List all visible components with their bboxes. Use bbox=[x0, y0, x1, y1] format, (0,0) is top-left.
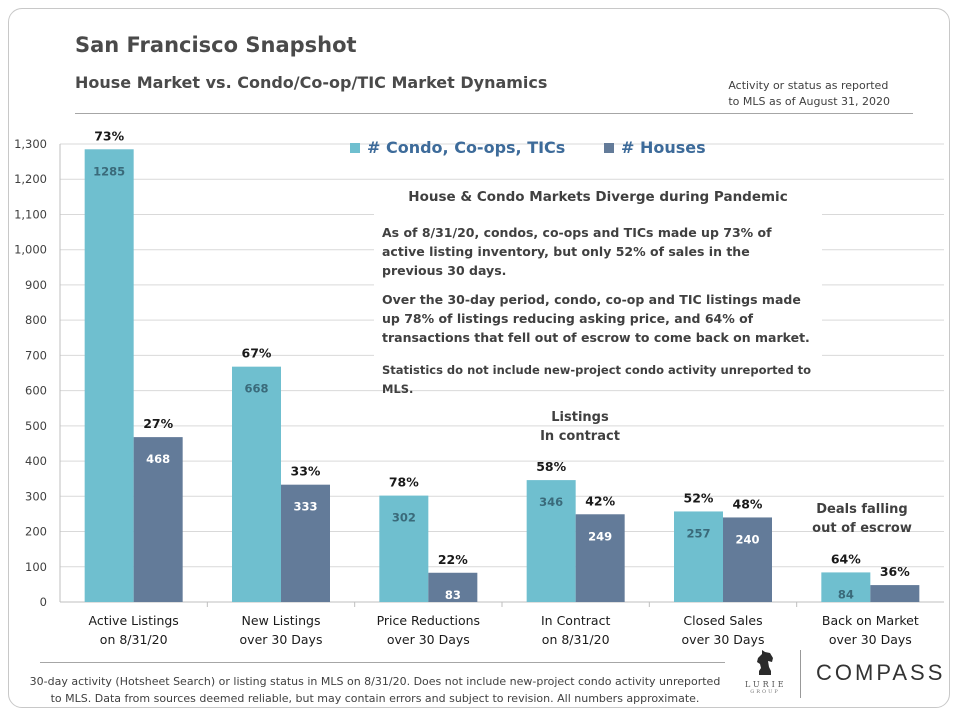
annotation-in-contract: Listings In contract bbox=[520, 408, 640, 446]
pct-label-condo: 52% bbox=[684, 490, 714, 505]
legend-houses-label: # Houses bbox=[621, 138, 706, 157]
info-box-paragraph-2: Over the 30-day period, condo, co-op and… bbox=[382, 292, 810, 345]
x-category-label: over 30 Days bbox=[387, 632, 470, 647]
bar-houses bbox=[428, 572, 478, 602]
bar-value-label-houses: 83 bbox=[445, 588, 461, 602]
x-category-label: over 30 Days bbox=[240, 632, 323, 647]
page-subtitle: House Market vs. Condo/Co-op/TIC Market … bbox=[75, 73, 548, 92]
bar-value-label-houses: 333 bbox=[293, 500, 317, 514]
knight-icon bbox=[757, 650, 773, 675]
footer-note-line-2: to MLS. Data from sources deemed reliabl… bbox=[50, 692, 700, 705]
lurie-wordmark: LURIE bbox=[745, 680, 787, 689]
x-category-label: Price Reductions bbox=[377, 613, 480, 628]
y-tick-label: 200 bbox=[25, 525, 47, 539]
bar-condo bbox=[674, 511, 723, 602]
pct-label-houses: 27% bbox=[143, 416, 173, 431]
bar-houses bbox=[870, 585, 920, 602]
x-category-label: Closed Sales bbox=[683, 613, 762, 628]
y-tick-label: 700 bbox=[25, 348, 47, 362]
bar-value-label-condo: 302 bbox=[392, 511, 416, 525]
y-tick-label: 400 bbox=[25, 454, 47, 468]
compass-logo: COMPASS bbox=[816, 660, 946, 685]
bar-condo bbox=[526, 480, 576, 602]
info-box: House & Condo Markets Diverge during Pan… bbox=[374, 180, 822, 396]
annotation-escrow-line-2: out of escrow bbox=[812, 521, 912, 536]
y-tick-label: 300 bbox=[25, 489, 47, 503]
header-divider bbox=[75, 113, 913, 114]
x-category-label: New Listings bbox=[242, 613, 321, 628]
info-box-title: House & Condo Markets Diverge during Pan… bbox=[408, 189, 788, 205]
pct-label-houses: 22% bbox=[438, 552, 468, 567]
footer-note-line-1: 30-day activity (Hotsheet Search) or lis… bbox=[29, 675, 721, 688]
y-tick-label: 1,200 bbox=[14, 172, 47, 186]
legend-condo-swatch bbox=[350, 142, 360, 153]
logo-divider bbox=[800, 650, 801, 698]
y-tick-label: 1,100 bbox=[14, 207, 47, 221]
bar-condo bbox=[232, 366, 281, 602]
legend-condo-label: # Condo, Co-ops, TICs bbox=[367, 138, 566, 157]
bar-value-label-houses: 249 bbox=[588, 529, 612, 543]
bar-houses bbox=[723, 517, 772, 602]
bar-value-label-houses: 48 bbox=[887, 600, 903, 614]
footer-divider bbox=[40, 662, 725, 663]
bar-condo bbox=[379, 495, 429, 602]
bar-condo bbox=[821, 572, 871, 602]
lurie-group-logo: LURIE GROUP bbox=[745, 648, 785, 695]
footer-note: 30-day activity (Hotsheet Search) or lis… bbox=[20, 673, 730, 707]
legend-condo: # Condo, Co-ops, TICs bbox=[350, 138, 565, 157]
x-category-label: on 8/31/20 bbox=[542, 632, 610, 647]
annotation-escrow: Deals falling out of escrow bbox=[802, 500, 922, 538]
legend-houses-swatch bbox=[604, 142, 614, 153]
annotation-in-contract-line-2: In contract bbox=[540, 429, 620, 444]
bar-houses bbox=[133, 437, 183, 602]
y-tick-label: 1,300 bbox=[14, 137, 47, 151]
bar-value-label-condo: 84 bbox=[838, 587, 854, 601]
info-box-note: Statistics do not include new-project co… bbox=[382, 363, 812, 396]
bar-value-label-condo: 668 bbox=[244, 382, 268, 396]
x-category-label: Back on Market bbox=[822, 613, 919, 628]
y-tick-label: 0 bbox=[40, 595, 47, 609]
pct-label-condo: 67% bbox=[242, 346, 272, 361]
y-tick-label: 600 bbox=[25, 384, 47, 398]
annotation-in-contract-line-1: Listings bbox=[551, 410, 609, 425]
bar-value-label-houses: 468 bbox=[146, 452, 170, 466]
x-category-label: over 30 Days bbox=[682, 632, 765, 647]
x-category-label: over 30 Days bbox=[829, 632, 912, 647]
y-tick-label: 800 bbox=[25, 313, 47, 327]
x-category-label: on 8/31/20 bbox=[100, 632, 168, 647]
pct-label-houses: 42% bbox=[585, 493, 615, 508]
y-tick-label: 100 bbox=[25, 560, 47, 574]
bar-houses bbox=[575, 514, 625, 602]
info-box-paragraph-1: As of 8/31/20, condos, co-ops and TICs m… bbox=[382, 225, 772, 278]
x-category-label: Active Listings bbox=[88, 613, 178, 628]
legend-houses: # Houses bbox=[604, 138, 706, 157]
annotation-escrow-line-1: Deals falling bbox=[816, 502, 908, 517]
pct-label-houses: 33% bbox=[291, 464, 321, 479]
bar-value-label-condo: 257 bbox=[686, 526, 710, 540]
y-tick-label: 500 bbox=[25, 419, 47, 433]
pct-label-condo: 78% bbox=[389, 475, 419, 490]
lurie-subword: GROUP bbox=[750, 689, 780, 695]
page-title: San Francisco Snapshot bbox=[75, 33, 357, 57]
bar-condo bbox=[84, 149, 134, 603]
bar-value-label-condo: 1285 bbox=[93, 164, 125, 178]
x-category-label: In Contract bbox=[541, 613, 610, 628]
pct-label-houses: 36% bbox=[880, 564, 910, 579]
bar-houses bbox=[281, 484, 330, 602]
bar-value-label-houses: 240 bbox=[735, 532, 759, 546]
pct-label-condo: 73% bbox=[94, 128, 124, 143]
as-of-line-2: to MLS as of August 31, 2020 bbox=[728, 95, 890, 108]
pct-label-condo: 58% bbox=[536, 459, 566, 474]
y-tick-label: 1,000 bbox=[14, 243, 47, 257]
as-of-line-1: Activity or status as reported bbox=[728, 79, 889, 92]
as-of-note: Activity or status as reported to MLS as… bbox=[728, 78, 890, 110]
y-tick-label: 900 bbox=[25, 278, 47, 292]
pct-label-condo: 64% bbox=[831, 551, 861, 566]
pct-label-houses: 48% bbox=[733, 496, 763, 511]
bar-value-label-condo: 346 bbox=[539, 495, 563, 509]
